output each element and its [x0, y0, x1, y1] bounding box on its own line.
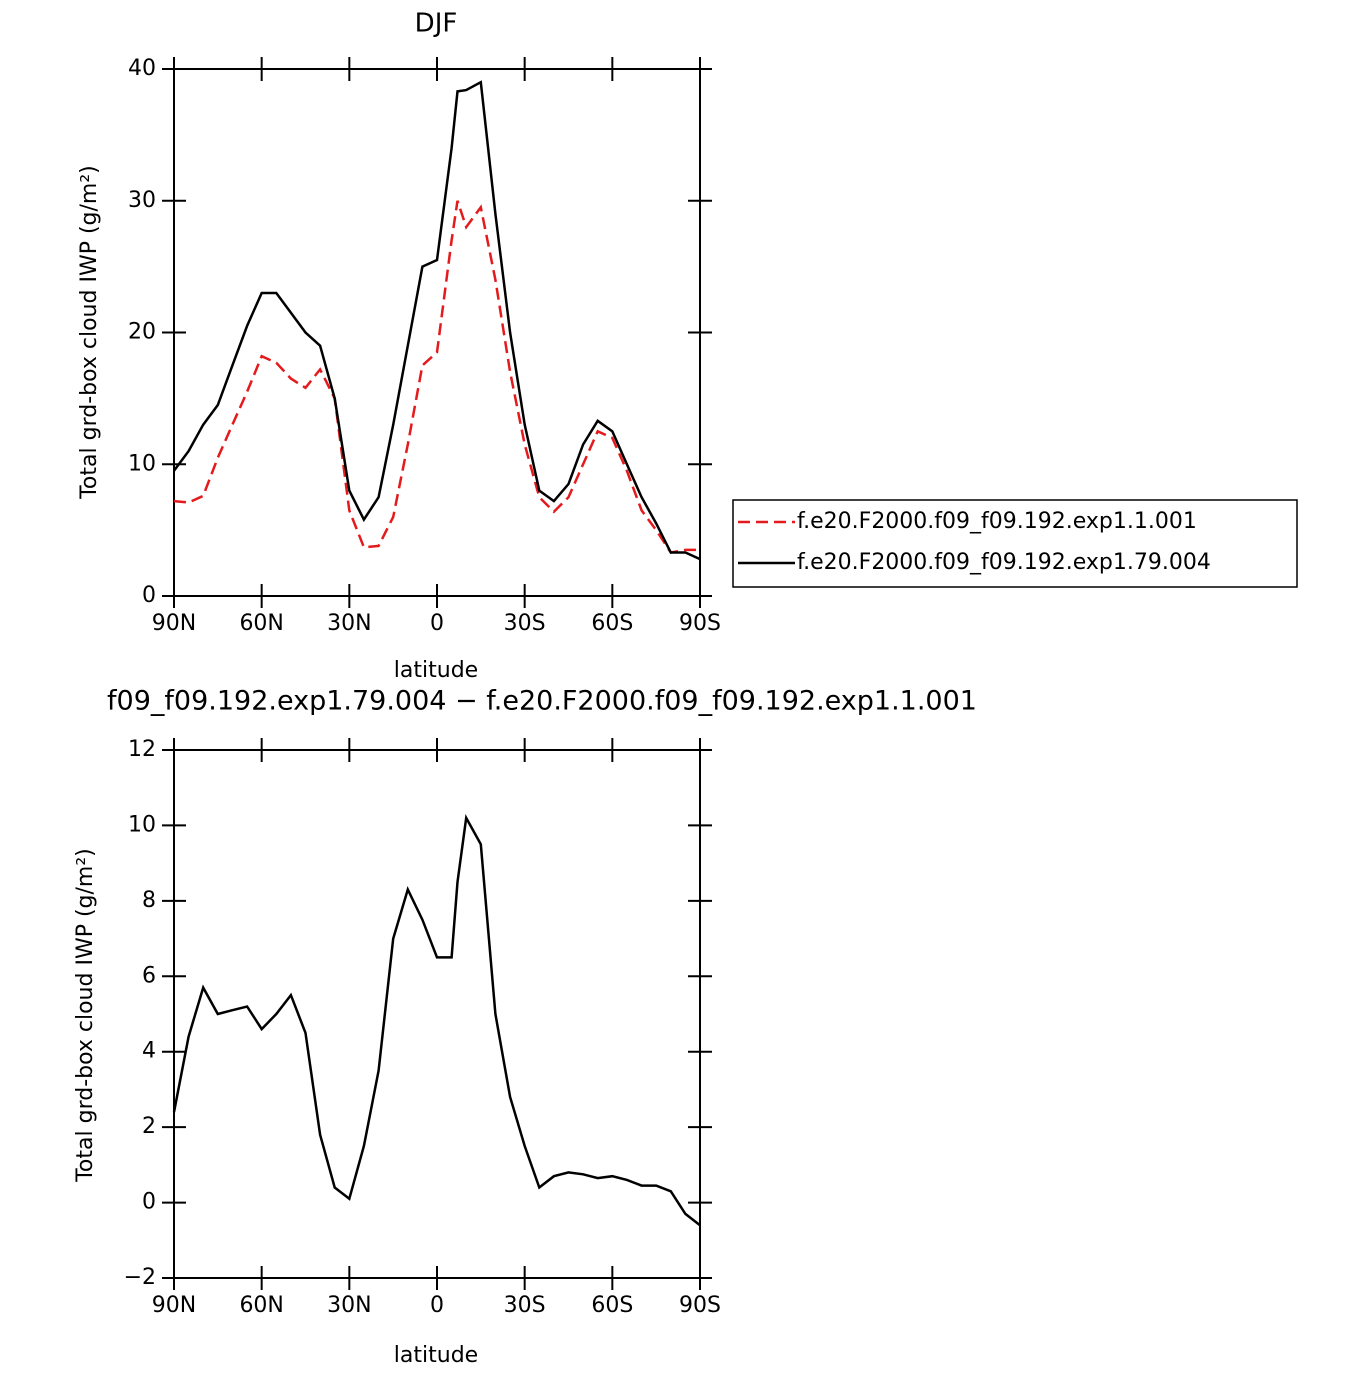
legend-box	[732, 499, 1298, 588]
y-tick-label: 0	[142, 583, 156, 608]
chart-title: DJF	[415, 9, 458, 39]
y-tick-label: 4	[142, 1039, 156, 1064]
y-tick-label: 0	[142, 1190, 156, 1215]
y-tick-label: 40	[128, 56, 156, 81]
y-tick-label: 30	[128, 188, 156, 213]
plot-frame	[173, 68, 701, 597]
x-tick-label: 90S	[679, 611, 721, 636]
x-tick-label: 30S	[504, 1293, 546, 1318]
y-tick-label: 6	[142, 963, 156, 988]
legend-label: f.e20.F2000.f09_f09.192.exp1.79.004	[797, 550, 1211, 575]
y-tick-label: 2	[142, 1114, 156, 1139]
x-tick-label: 90N	[152, 611, 196, 636]
x-axis-label: latitude	[394, 1343, 478, 1368]
y-tick-label: 10	[128, 451, 156, 476]
y-tick-label: −2	[124, 1265, 156, 1290]
x-tick-label: 60N	[239, 611, 283, 636]
x-tick-label: 30N	[327, 611, 371, 636]
chart-title: f09_f09.192.exp1.79.004 − f.e20.F2000.f0…	[107, 686, 977, 717]
x-tick-label: 60S	[591, 1293, 633, 1318]
x-tick-label: 90S	[679, 1293, 721, 1318]
x-axis-label: latitude	[394, 658, 478, 683]
x-tick-label: 60S	[591, 611, 633, 636]
y-tick-label: 8	[142, 888, 156, 913]
x-tick-label: 30N	[327, 1293, 371, 1318]
y-tick-label: 12	[128, 737, 156, 762]
x-tick-label: 30S	[504, 611, 546, 636]
legend-label: f.e20.F2000.f09_f09.192.exp1.1.001	[797, 509, 1197, 534]
y-tick-label: 10	[128, 812, 156, 837]
series-line	[173, 200, 700, 554]
y-axis-label: Total grd-box cloud IWP (g/m²)	[77, 165, 102, 500]
x-tick-label: 0	[430, 1293, 444, 1318]
series-line	[172, 80, 701, 561]
x-tick-label: 60N	[239, 1293, 283, 1318]
series-line	[172, 813, 701, 1227]
y-axis-label: Total grd-box cloud IWP (g/m²)	[73, 848, 98, 1183]
x-tick-label: 0	[430, 611, 444, 636]
x-tick-label: 90N	[152, 1293, 196, 1318]
y-tick-label: 20	[128, 320, 156, 345]
